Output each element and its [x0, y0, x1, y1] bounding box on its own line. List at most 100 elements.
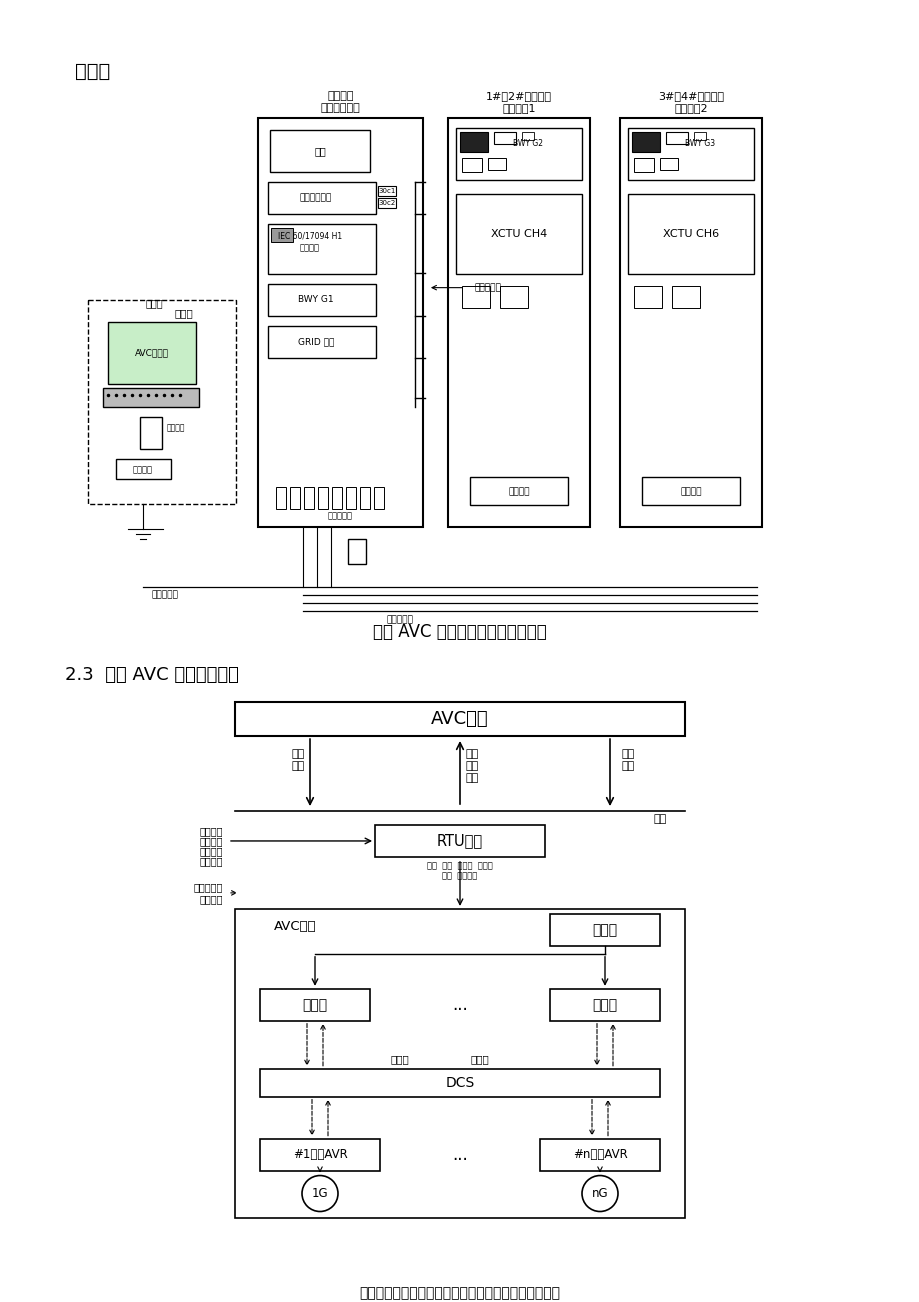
Text: 2.3  电厂 AVC 子站系统构造: 2.3 电厂 AVC 子站系统构造	[65, 667, 239, 684]
Text: 值长台: 值长台	[175, 309, 193, 319]
Text: 增励磁: 增励磁	[391, 1053, 409, 1064]
Bar	[378, 186, 395, 195]
Text: XCTU CH6: XCTU CH6	[663, 229, 719, 238]
Bar	[671, 285, 699, 307]
Text: AVC主站: AVC主站	[431, 710, 488, 728]
Bar	[659, 158, 677, 169]
Text: BWY G3: BWY G3	[684, 139, 714, 148]
Text: 3#、4#下位机屏: 3#、4#下位机屏	[657, 91, 723, 100]
Bar	[448, 118, 589, 527]
Bar	[460, 132, 487, 152]
Text: 图中所示旳上位机和下位机构造为功能逻辑上旳构造。: 图中所示旳上位机和下位机构造为功能逻辑上旳构造。	[359, 1286, 560, 1301]
Text: 数据采集: 数据采集	[300, 243, 320, 253]
Text: 线多模光缆: 线多模光缆	[386, 616, 413, 625]
Bar	[267, 224, 376, 273]
Bar	[88, 299, 236, 504]
Text: 母线电压: 母线电压	[199, 825, 222, 836]
Bar	[103, 388, 199, 408]
Text: nG: nG	[591, 1187, 607, 1200]
Text: 监控台: 监控台	[145, 298, 164, 309]
Bar	[633, 285, 662, 307]
Bar	[378, 198, 395, 208]
Bar	[461, 158, 482, 172]
Text: DCS: DCS	[445, 1075, 474, 1090]
Text: 稳定  串口  开关量  空接点: 稳定 串口 开关量 空接点	[426, 862, 493, 871]
Bar	[140, 418, 162, 449]
Text: 通道: 通道	[465, 773, 478, 783]
Bar	[234, 702, 685, 736]
Text: XCTU CH4: XCTU CH4	[491, 229, 547, 238]
Bar	[347, 539, 366, 564]
Bar	[641, 478, 739, 505]
Bar	[499, 285, 528, 307]
Bar	[260, 1069, 659, 1096]
Text: 30c2: 30c2	[378, 199, 395, 206]
Text: 可自行采集: 可自行采集	[193, 881, 222, 892]
Bar	[521, 132, 533, 139]
Text: 下位机: 下位机	[592, 997, 617, 1012]
Text: 保护小室1: 保护小室1	[502, 103, 535, 113]
Text: 网络: 网络	[313, 146, 325, 156]
Bar	[276, 487, 286, 509]
Bar	[628, 194, 754, 273]
Text: 现有: 现有	[465, 749, 478, 759]
Bar	[461, 285, 490, 307]
Text: 通信接口: 通信接口	[166, 423, 185, 432]
Bar	[267, 284, 376, 315]
Bar	[332, 487, 342, 509]
Text: 遥测: 遥测	[620, 749, 634, 759]
Text: AVC子站: AVC子站	[273, 921, 316, 934]
Bar	[318, 487, 328, 509]
Text: 机端电压: 机端电压	[199, 836, 222, 846]
Bar	[267, 326, 376, 358]
Text: 遥信: 遥信	[620, 762, 634, 771]
Bar	[487, 158, 505, 169]
Text: BWY G1: BWY G1	[298, 296, 334, 305]
Bar	[267, 182, 376, 214]
Bar	[665, 132, 687, 143]
Bar	[359, 487, 369, 509]
Text: 必须同源: 必须同源	[199, 894, 222, 904]
Bar	[470, 478, 567, 505]
Text: 电厂: 电厂	[652, 814, 666, 824]
Bar	[289, 487, 300, 509]
Bar	[628, 128, 754, 180]
Bar	[260, 988, 369, 1021]
Text: 量测  通信允许: 量测 通信允许	[442, 871, 477, 880]
Bar	[116, 460, 171, 479]
Text: 网路通电服室: 网路通电服室	[321, 103, 360, 113]
Bar	[631, 132, 659, 152]
Text: 上位机屏: 上位机屏	[327, 91, 354, 100]
Text: BWY G2: BWY G2	[513, 139, 542, 148]
Bar	[619, 118, 761, 527]
Bar	[271, 228, 292, 242]
Bar	[303, 487, 313, 509]
Text: #1机组AVR: #1机组AVR	[292, 1148, 347, 1161]
Text: 网络维护装置: 网络维护装置	[300, 193, 332, 202]
Text: 上位机: 上位机	[592, 923, 617, 937]
Text: 光缆配线: 光缆配线	[507, 487, 529, 496]
Bar	[494, 132, 516, 143]
Bar	[456, 128, 582, 180]
Bar	[234, 909, 685, 1219]
Text: ...: ...	[451, 1146, 468, 1164]
Text: 台上。: 台上。	[75, 62, 110, 82]
Bar	[269, 130, 369, 172]
Bar	[550, 914, 659, 945]
Bar	[550, 988, 659, 1021]
Text: RTU系统: RTU系统	[437, 833, 482, 849]
Text: 遥控: 遥控	[291, 749, 304, 759]
Bar	[539, 1138, 659, 1170]
Text: 1#、2#下位机屏: 1#、2#下位机屏	[485, 91, 551, 100]
Text: 光收发器: 光收发器	[133, 465, 153, 474]
Bar	[693, 132, 705, 139]
Bar	[374, 487, 383, 509]
Text: 光缆配线: 光缆配线	[679, 487, 701, 496]
Text: 光缆配线区: 光缆配线区	[328, 510, 353, 519]
Text: AVC基本版: AVC基本版	[135, 348, 169, 357]
Text: 减励磁: 减励磁	[471, 1053, 489, 1064]
Text: #n机组AVR: #n机组AVR	[572, 1148, 627, 1161]
Bar	[260, 1138, 380, 1170]
Text: 远动: 远动	[465, 762, 478, 771]
Text: 30c1: 30c1	[378, 187, 395, 194]
